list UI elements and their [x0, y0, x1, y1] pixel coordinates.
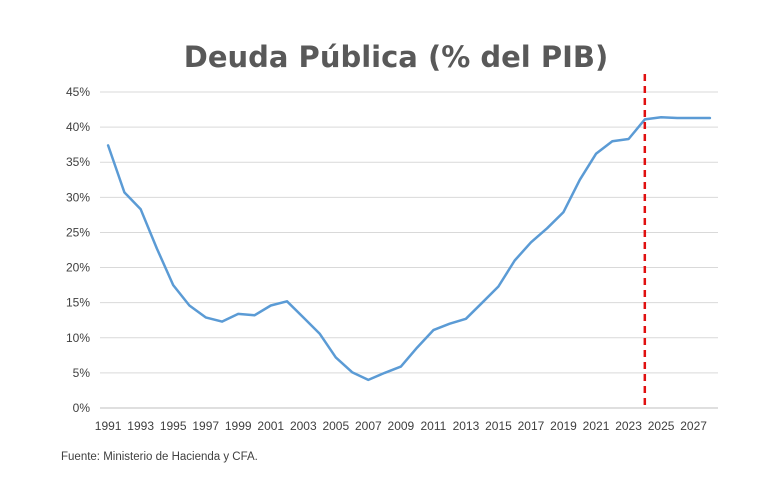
y-tick-label: 5% [73, 366, 91, 380]
x-tick-label: 2007 [355, 419, 382, 433]
y-tick-label: 40% [66, 120, 90, 134]
x-tick-label: 2001 [257, 419, 284, 433]
source-note: Fuente: Ministerio de Hacienda y CFA. [61, 451, 258, 463]
y-axis-ticks: 0% 5% 10% 15% 20% 25% 30% 35% 40% 45% [66, 85, 90, 415]
y-tick-label: 0% [73, 401, 91, 415]
x-tick-label: 1999 [225, 419, 252, 433]
x-axis-ticks: 1991 1993 1995 1997 1999 2001 2003 2005 2007 2009… [95, 419, 707, 433]
y-tick-label: 25% [66, 225, 90, 239]
x-tick-label: 2003 [290, 419, 317, 433]
x-tick-label: 2021 [583, 419, 610, 433]
x-tick-label: 2005 [322, 419, 349, 433]
y-tick-label: 30% [66, 190, 90, 204]
y-tick-label: 10% [66, 331, 90, 345]
x-tick-label: 2019 [550, 419, 577, 433]
y-tick-label: 35% [66, 155, 90, 169]
x-tick-label: 1993 [127, 419, 154, 433]
x-tick-label: 2011 [420, 419, 446, 433]
y-tick-label: 45% [66, 85, 90, 99]
x-tick-label: 2027 [680, 419, 707, 433]
x-tick-label: 2023 [615, 419, 642, 433]
x-tick-label: 2009 [388, 419, 415, 433]
x-tick-label: 2013 [453, 419, 480, 433]
x-tick-label: 2015 [485, 419, 512, 433]
gridlines [100, 91, 718, 409]
x-tick-label: 1995 [160, 419, 187, 433]
y-tick-label: 20% [66, 261, 90, 275]
chart-title: Deuda Pública (% del PIB) [184, 40, 608, 74]
series-line [106, 116, 712, 382]
x-tick-label: 2017 [518, 419, 545, 433]
y-tick-label: 15% [66, 296, 90, 310]
x-tick-label: 1997 [192, 419, 219, 433]
x-tick-label: 1991 [95, 419, 122, 433]
x-tick-label: 2025 [648, 419, 675, 433]
series-layer [106, 116, 712, 382]
